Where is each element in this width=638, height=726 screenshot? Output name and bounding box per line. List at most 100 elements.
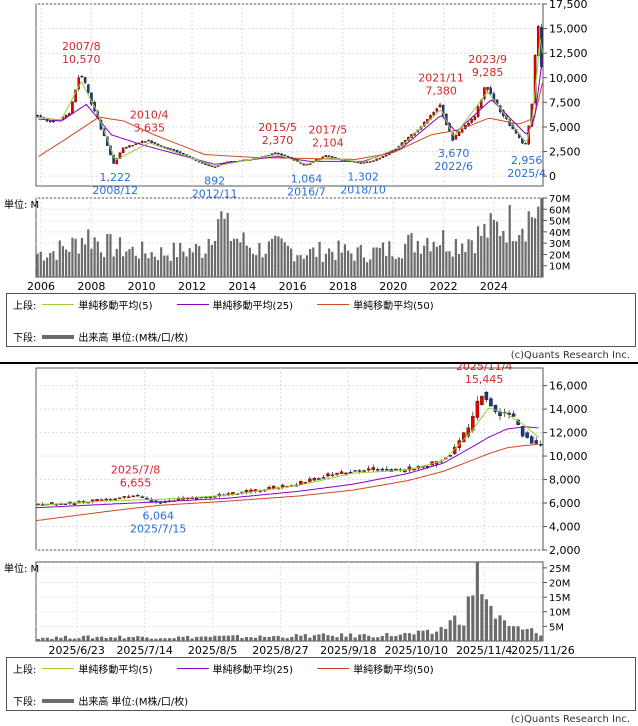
legend-upper-label-2: 上段: (13, 665, 37, 676)
volume-bar (416, 630, 421, 641)
volume-bar (182, 251, 185, 277)
candle-up (118, 152, 122, 159)
volume-tick-label: 30M (549, 239, 570, 250)
legend-row-upper: 上段: 単純移動平均(5) 単純移動平均(25) 単純移動平均(50) (13, 297, 452, 312)
volume-bar (283, 242, 286, 277)
volume-bar (492, 219, 495, 277)
volume-bar (204, 636, 208, 641)
x-tick-label: 2018 (329, 280, 357, 292)
volume-bar (389, 636, 393, 641)
volume-bar (444, 628, 448, 641)
candle-down (362, 470, 366, 472)
volume-bar (86, 635, 90, 641)
volume-bar (58, 240, 61, 277)
volume-bar (461, 243, 464, 277)
volume-bar (385, 256, 388, 277)
volume-bar (308, 637, 312, 641)
volume-bar (223, 218, 226, 277)
volume-bar (432, 241, 435, 277)
annotation-high-date: 2021/11 (418, 72, 464, 85)
volume-tick-label: 50M (549, 217, 570, 228)
volume-bar (244, 636, 249, 641)
candle-up (71, 101, 74, 114)
candle-up (147, 139, 150, 142)
volume-bar (462, 625, 466, 641)
volume-bar (103, 257, 106, 277)
volume-tick-label: 20M (549, 578, 570, 589)
candle-up (454, 135, 458, 140)
volume-bar (220, 211, 223, 277)
panel-separator (0, 362, 638, 364)
volume-bar (68, 638, 72, 641)
volume-bar (305, 255, 309, 277)
volume-bar (248, 247, 251, 277)
volume-bar (339, 633, 344, 641)
volume-bar (439, 627, 443, 641)
annotation-low-date: 2016/7 (287, 186, 326, 199)
x-tick-label: 2016 (279, 280, 307, 292)
candle-down (178, 151, 182, 154)
candle-up (381, 156, 385, 158)
volume-bar (160, 247, 163, 277)
candle-up (128, 145, 131, 148)
volume-bar (286, 245, 290, 277)
volume-bar (140, 636, 144, 641)
candle-down (520, 426, 525, 437)
annotation-high-date: 2007/8 (62, 40, 101, 53)
volume-bar (328, 248, 331, 277)
chart-short_term: 2,000 4,000 6,000 8,000 10,000 12,000 14,000 16… (4, 364, 588, 656)
candle-down (156, 143, 160, 146)
volume-bar (413, 252, 416, 277)
candle-up (467, 123, 470, 126)
annotation-low-date: 2012/11 (192, 187, 238, 200)
candle-up (140, 141, 144, 143)
volume-bar (198, 246, 201, 277)
volume-bar (149, 638, 154, 641)
volume-bar (109, 637, 113, 641)
candle-up (353, 470, 357, 472)
legend-ma5-swatch-2 (42, 668, 75, 669)
volume-bar (537, 206, 540, 277)
candle-down (172, 148, 176, 151)
volume-bar (147, 258, 150, 277)
volume-bar (39, 251, 42, 277)
volume-bar (217, 219, 220, 277)
volume-bar (276, 635, 280, 641)
volume-tick-label: 20M (549, 250, 570, 261)
volume-bar (54, 636, 58, 641)
x-tick-label: 2006 (27, 280, 55, 292)
volume-bar (445, 251, 448, 277)
volume-bar (299, 635, 303, 641)
volume-bar (525, 628, 529, 641)
volume-tick-label: 25M (549, 564, 570, 575)
volume-bar (131, 246, 134, 277)
candle-up (473, 116, 477, 120)
candle-up (466, 427, 471, 437)
candle-down (524, 143, 527, 145)
volume-bar (376, 637, 380, 641)
volume-bar (480, 235, 483, 277)
volume-bar (270, 238, 274, 277)
x-tick-label: 2025/10/10 (385, 644, 448, 656)
credit-text: (c)Quants Research Inc. (510, 350, 630, 361)
candle-up (303, 482, 308, 484)
candle-down (87, 84, 90, 93)
legend-ma50-label: 単純移動平均(50) (353, 301, 434, 312)
volume-bar (321, 633, 326, 641)
legend-ma5-label: 単純移動平均(5) (78, 301, 153, 312)
candle-down (511, 413, 516, 417)
x-tick-label: 2024 (480, 280, 508, 292)
volume-bar (125, 251, 128, 277)
candle-down (140, 496, 145, 498)
volume-bar (42, 260, 46, 277)
volume-bar (296, 255, 299, 277)
candle-up (366, 468, 371, 471)
price-tick-label: 17,500 (549, 0, 588, 11)
volume-bar (264, 253, 267, 277)
volume-bar (137, 258, 141, 277)
legend-ma25-swatch (176, 304, 209, 305)
volume-bar (68, 251, 71, 277)
volume-bar (466, 596, 470, 641)
volume-bar (498, 615, 502, 641)
candle-up (330, 474, 335, 476)
